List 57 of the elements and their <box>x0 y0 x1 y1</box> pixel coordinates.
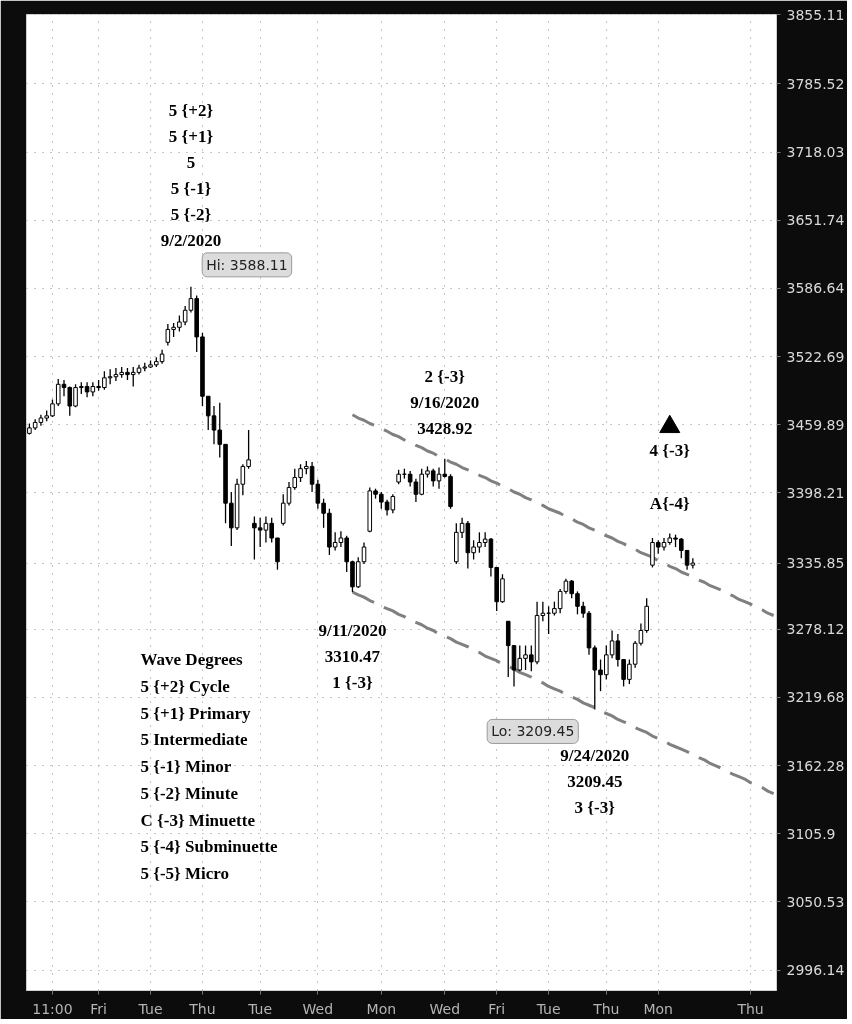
y-tick-label: 3651.74 <box>786 212 845 229</box>
x-tick-label: Thu <box>736 1000 764 1017</box>
y-tick-label: 3105.9 <box>786 825 836 842</box>
annotation: Wave Degrees <box>140 650 244 670</box>
y-tick-label: 3785.52 <box>786 75 845 92</box>
y-tick-label: 3718.03 <box>786 144 845 161</box>
x-tick-label: Mon <box>643 1000 673 1017</box>
x-tick-label: Mon <box>366 1000 397 1017</box>
annotation: 5 Intermediate <box>140 730 249 750</box>
y-tick-label: 3162.28 <box>786 757 845 774</box>
y-tick-label: 2996.14 <box>786 962 845 979</box>
x-tick-label: Wed <box>302 1000 334 1017</box>
x-tick-label: Fri <box>488 1000 506 1017</box>
annotation: 5 {-1} Minor <box>140 757 232 777</box>
annotation: 5 {+2} <box>168 101 214 121</box>
y-tick-label: 3398.21 <box>786 484 845 501</box>
y-tick-label: 3522.69 <box>786 348 845 365</box>
y-tick-label: 3335.85 <box>786 555 845 572</box>
y-tick-label: 3278.12 <box>786 621 845 638</box>
annotation: 5 {-4} Subminuette <box>140 837 279 857</box>
annotation: 9/11/2020 <box>318 620 387 640</box>
x-tick-label: Tue <box>247 1000 273 1017</box>
y-tick-label: 3219.68 <box>786 689 845 706</box>
annotation: 5 <box>186 153 196 173</box>
annotation: 1 {-3} <box>332 672 373 692</box>
y-tick-label: 3586.64 <box>786 280 845 297</box>
annotation: 5 {-2} Minute <box>140 783 239 803</box>
y-tick-label: 3459.89 <box>786 416 845 433</box>
annotation: 5 {+1} <box>168 127 214 147</box>
y-tick-label: 3050.53 <box>786 893 845 910</box>
y-tick-label: 3855.11 <box>786 6 845 23</box>
x-tick-label: Thu <box>188 1000 216 1017</box>
x-tick-label: Tue <box>535 1000 561 1017</box>
x-tick-label: 11:00 <box>32 1000 73 1017</box>
annotation: 5 {+1} Primary <box>140 703 251 723</box>
annotation: 2 {-3} <box>424 367 466 387</box>
annotation: 5 {-5} Micro <box>140 864 230 884</box>
x-tick-label: Wed <box>429 1000 461 1017</box>
text: Hi: 3588.11 <box>206 256 288 273</box>
annotation: 3 {-3} <box>574 797 616 817</box>
annotation: 9/16/2020 <box>410 393 480 413</box>
annotation: 3428.92 <box>417 419 473 439</box>
x-tick-label: Tue <box>137 1000 163 1017</box>
annotation: 9/2/2020 <box>160 231 222 251</box>
annotation: 3209.45 <box>567 771 623 791</box>
candlestick <box>361 541 367 565</box>
x-tick-label: Thu <box>592 1000 620 1017</box>
annotation: 5 {-2} <box>170 205 212 225</box>
annotation: C {-3} Minuette <box>140 810 256 830</box>
annotation: 9/24/2020 <box>560 745 630 765</box>
text: Lo: 3209.45 <box>491 723 575 740</box>
x-tick-label: Fri <box>90 1000 107 1017</box>
annotation: 5 {+2} Cycle <box>140 676 231 696</box>
annotation: 4 {-3} <box>649 441 691 461</box>
annotation: A{-4} <box>649 493 690 513</box>
annotation: 3310.47 <box>324 646 381 666</box>
annotation: 5 {-1} <box>170 179 212 199</box>
